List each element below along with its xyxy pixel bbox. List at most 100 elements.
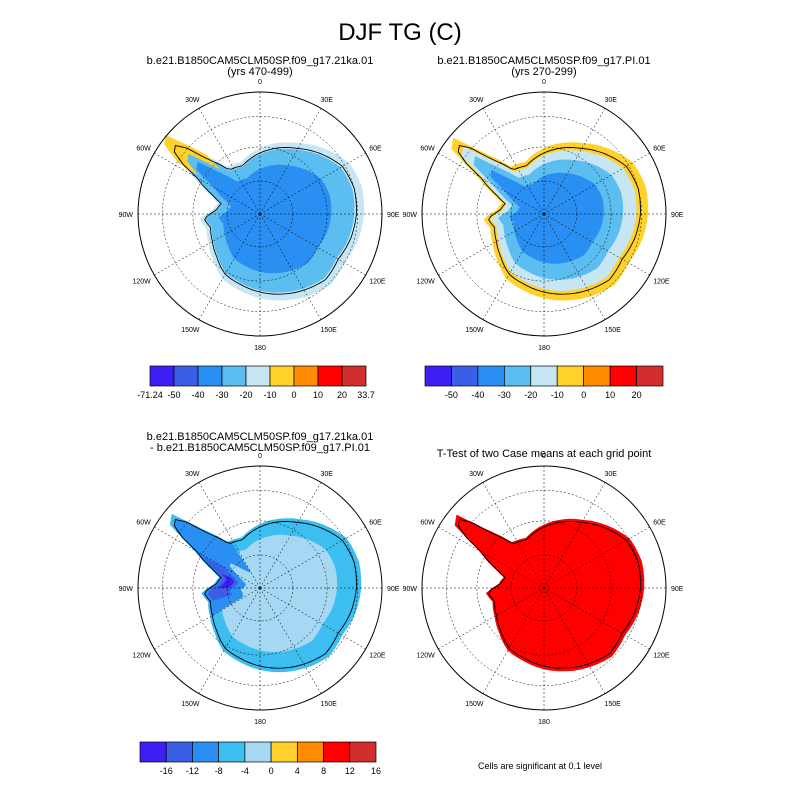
main-title: DJF TG (C) <box>338 19 462 46</box>
colorbar-tick-label: 12 <box>345 766 355 776</box>
meridian-line <box>482 587 545 694</box>
colorbar-swatch <box>503 365 532 387</box>
colorbar-swatch <box>221 365 247 387</box>
peninsula-warm-region <box>164 135 220 176</box>
parallel-circle <box>162 116 358 312</box>
longitude-label: 30W <box>469 471 484 478</box>
colorbar-swatch <box>451 365 479 387</box>
colorbar-swatch <box>139 741 167 763</box>
meridian-line <box>259 587 322 694</box>
meridian-line <box>543 213 650 276</box>
colorbar-tick-label: -12 <box>186 766 199 776</box>
colorbar-swatch <box>165 741 193 763</box>
colorbar-tick-label: -71.24 <box>137 390 163 400</box>
meridian-line <box>543 587 606 694</box>
colorbar-tick-label: -8 <box>215 766 223 776</box>
colorbar-tick-label: -16 <box>160 766 173 776</box>
longitude-label: 0 <box>542 79 546 86</box>
colorbar-swatch <box>244 741 272 763</box>
panel-pi-mean: b.e21.B1850CAM5CLM50SP.f09_g17.PI.01 (yr… <box>403 55 684 352</box>
meridian-line <box>543 587 650 650</box>
meridian-line <box>543 108 606 215</box>
colorbar-tick-label: 10 <box>605 390 615 400</box>
meridian-line <box>198 213 261 320</box>
colorbar-tick-label: 33.7 <box>357 390 375 400</box>
longitude-label: 60W <box>420 520 435 527</box>
meridian-line <box>543 152 650 215</box>
colorbar-tick-label: -4 <box>241 766 249 776</box>
meridian-line <box>438 587 545 650</box>
graticule <box>138 466 382 710</box>
colorbar-swatch <box>636 365 664 387</box>
meridian-line <box>259 526 366 589</box>
colorbar-tick-label: -30 <box>215 390 228 400</box>
colorbar-tick-label: 0 <box>581 390 586 400</box>
colorbar-swatch <box>349 741 377 763</box>
colorbar-swatch <box>192 741 220 763</box>
level-minus40-region <box>196 161 332 274</box>
longitude-label: 60E <box>653 146 666 153</box>
longitude-label: 150W <box>465 701 484 708</box>
meridian-line <box>482 482 545 589</box>
colorbar-tick-label: -10 <box>551 390 564 400</box>
colorbar-tick-label: 20 <box>632 390 642 400</box>
meridian-line <box>543 482 606 589</box>
longitude-label: 120W <box>417 653 436 660</box>
meridian-line <box>154 587 261 650</box>
colorbar-swatch <box>296 741 324 763</box>
level-minus16-region <box>217 574 234 588</box>
longitude-label: 30E <box>605 471 618 478</box>
parallel-circle <box>226 180 294 248</box>
colorbar-tick-label: 8 <box>321 766 326 776</box>
parallel-circle <box>510 554 578 622</box>
longitude-label: 90E <box>671 586 684 593</box>
map-boundary <box>421 465 667 711</box>
longitude-label: 90W <box>119 212 134 219</box>
panel-title-line1: b.e21.B1850CAM5CLM50SP.f09_g17.21ka.01 <box>147 431 374 443</box>
longitude-label: 150E <box>605 327 622 334</box>
longitude-label: 120E <box>653 653 670 660</box>
parallel-circle <box>226 554 294 622</box>
colorbar-swatch <box>149 365 175 387</box>
graticule <box>422 92 666 336</box>
continent-fill <box>169 513 362 673</box>
colorbar-swatch <box>583 365 611 387</box>
level-minus12-region <box>201 555 239 601</box>
parallel-circle <box>510 180 578 248</box>
longitude-label: 30E <box>605 97 618 104</box>
longitude-label: 120W <box>417 279 436 286</box>
longitude-label: 90W <box>119 586 134 593</box>
meridian-line <box>198 108 261 215</box>
colorbar-tick-label: -50 <box>167 390 180 400</box>
colorbar-swatch <box>245 365 271 387</box>
colorbar-tick-label: -20 <box>524 390 537 400</box>
longitude-label: 90E <box>387 212 400 219</box>
map-boundary <box>421 91 667 337</box>
meridian-line <box>154 152 261 215</box>
parallel-circle <box>446 490 642 686</box>
panel-title-line2: (yrs 270-299) <box>511 66 576 78</box>
meridian-line <box>259 213 322 320</box>
colorbar-swatch <box>609 365 637 387</box>
colorbar-swatch <box>477 365 505 387</box>
longitude-label: 60E <box>369 520 382 527</box>
longitude-label: 150E <box>321 327 338 334</box>
colorbar-lgm: -71.24 -50 -40 -30 -20 -10 0 10 20 33.7 <box>137 365 375 400</box>
longitude-label: 60E <box>369 146 382 153</box>
longitude-label: 180 <box>254 719 266 726</box>
panel-title-line1: b.e21.B1850CAM5CLM50SP.f09_g17.PI.01 <box>437 55 650 67</box>
colorbar-tick-label: 16 <box>371 766 381 776</box>
longitude-label: 30W <box>185 97 200 104</box>
longitude-label: 120E <box>369 279 386 286</box>
colorbar-tick-label: -40 <box>191 390 204 400</box>
longitude-label: 120W <box>133 279 152 286</box>
graticule <box>138 92 382 336</box>
meridian-line <box>259 213 366 276</box>
longitude-label: 90E <box>387 586 400 593</box>
meridian-line <box>154 213 261 276</box>
meridian-line <box>438 213 545 276</box>
continent-fill <box>454 514 645 672</box>
parallel-circle <box>192 520 328 656</box>
colorbar-swatch <box>218 741 246 763</box>
